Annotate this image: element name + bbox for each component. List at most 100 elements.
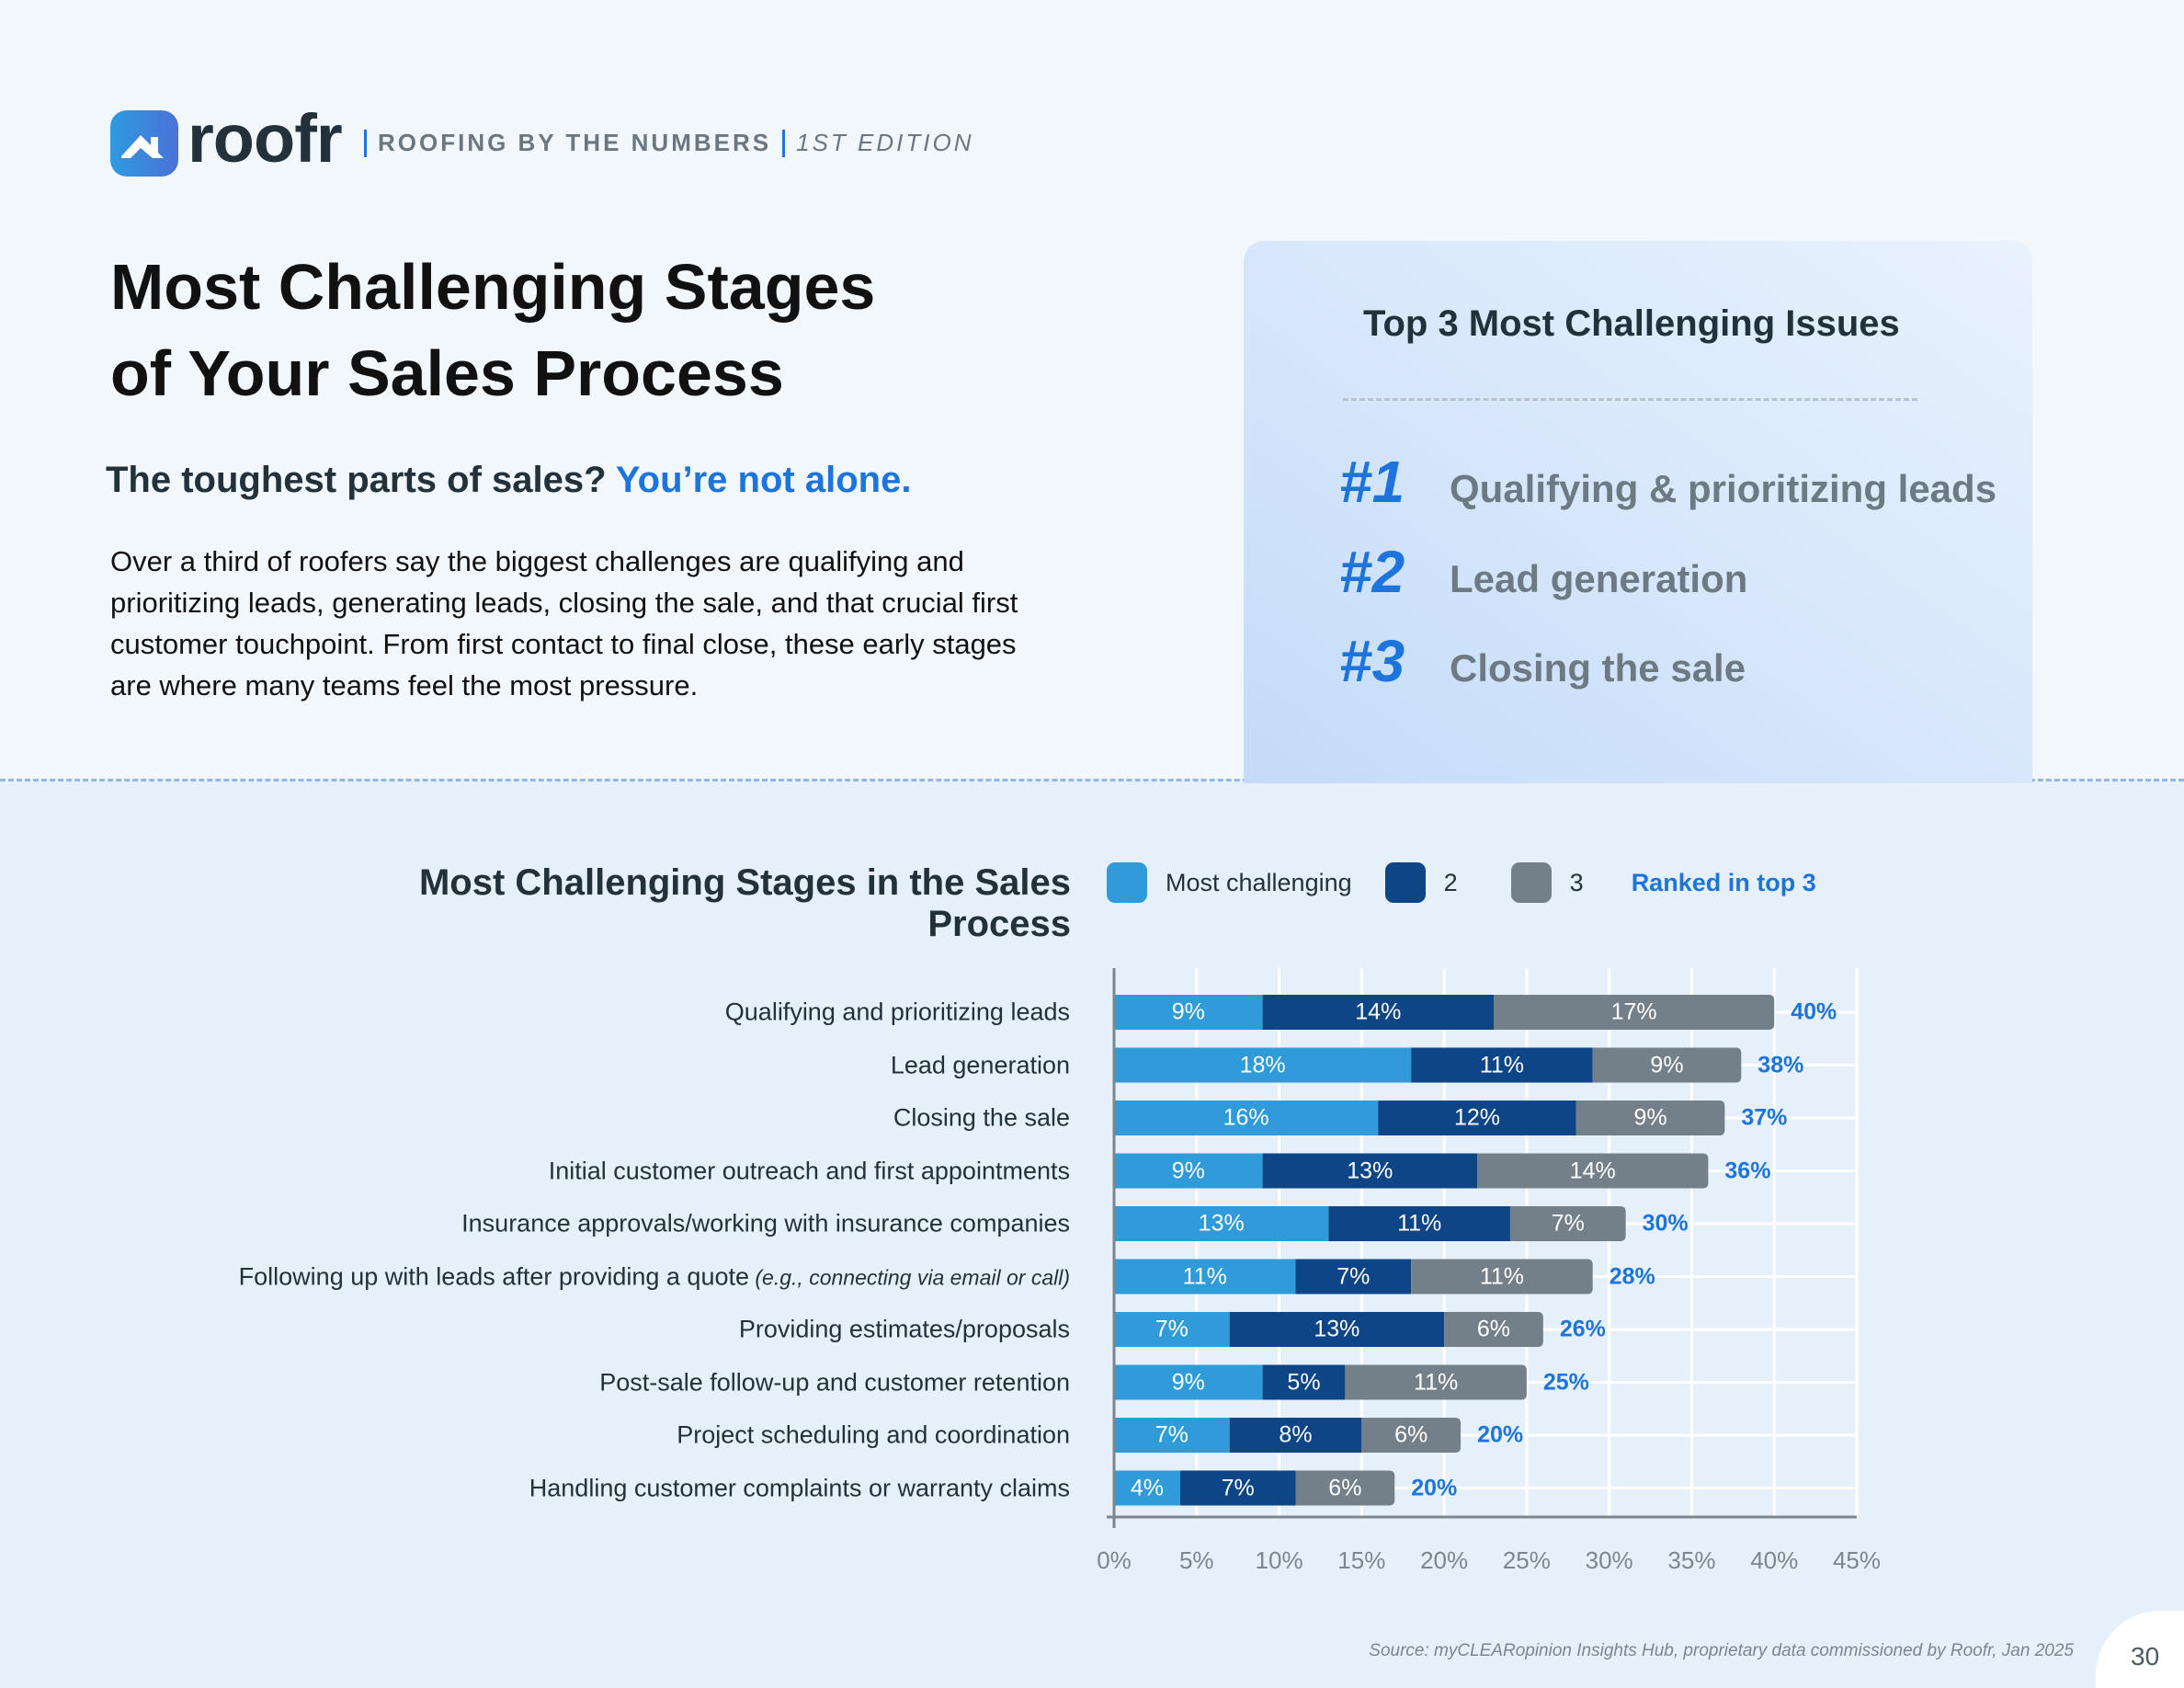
bar-total-label: 28% xyxy=(1609,1263,1655,1289)
bar-segment-3 xyxy=(1444,1312,1543,1347)
bar-segment-3 xyxy=(1361,1418,1462,1453)
category-label-text: Handling customer complaints or warranty… xyxy=(529,1474,1070,1501)
bar-segment-most-challenging xyxy=(1114,1470,1180,1506)
page-number: 30 xyxy=(2131,1642,2160,1671)
bar-segment-label: 9% xyxy=(1650,1052,1684,1078)
category-label-note: (e.g., connecting via email or call) xyxy=(749,1265,1070,1289)
page-title-line-2: of Your Sales Process xyxy=(110,337,784,409)
bar-segment-label: 13% xyxy=(1314,1316,1360,1342)
top3-label: Lead generation xyxy=(1450,557,1748,600)
bar-segment-3 xyxy=(1493,995,1775,1030)
subtitle-accent: You’re not alone. xyxy=(615,460,912,500)
category-label-text: Initial customer outreach and first appo… xyxy=(548,1157,1070,1184)
source-note: Source: myCLEARopinion Insights Hub, pro… xyxy=(1369,1641,2074,1660)
brand-logo-text: roofr xyxy=(188,100,343,177)
bar-segment-3 xyxy=(1411,1259,1593,1295)
bar-segment-label: 11% xyxy=(1479,1263,1525,1289)
bar-segment-label: 7% xyxy=(1551,1210,1585,1237)
bar-total-label: 40% xyxy=(1791,998,1837,1025)
bar-segment-most-challenging xyxy=(1114,1259,1296,1295)
bar-segment-2 xyxy=(1179,1470,1296,1506)
bar-segment-label: 9% xyxy=(1171,1158,1205,1183)
bar-segment-most-challenging xyxy=(1114,1312,1230,1347)
bar-segment-label: 8% xyxy=(1279,1421,1313,1448)
category-label: Initial customer outreach and first appo… xyxy=(549,1157,1070,1185)
category-label-text: Following up with leads after providing … xyxy=(238,1262,749,1290)
page-title: Most Challenging Stages of Your Sales Pr… xyxy=(110,244,938,416)
bar-segment-label: 5% xyxy=(1287,1369,1321,1395)
legend-item-most-challenging: Most challenging xyxy=(1107,862,1352,903)
chart-title: Most Challenging Stages in the Sales Pro… xyxy=(418,862,1071,944)
x-tick-label: 0% xyxy=(1097,1546,1132,1574)
category-label: Qualifying and prioritizing leads xyxy=(725,998,1070,1027)
bar-segment-most-challenging xyxy=(1114,995,1263,1030)
chart-section xyxy=(0,781,2184,1688)
page-title-line-1: Most Challenging Stages xyxy=(110,251,876,323)
bar-segment-3 xyxy=(1509,1206,1626,1241)
subtitle: The toughest parts of sales? You’re not … xyxy=(106,460,911,501)
bar-segment-label: 14% xyxy=(1355,998,1402,1025)
bar-segment-label: 9% xyxy=(1633,1104,1667,1131)
legend-swatch xyxy=(1384,862,1426,903)
category-label: Project scheduling and coordination xyxy=(677,1421,1070,1450)
edition-text: 1ST EDITION xyxy=(796,129,974,156)
section-divider xyxy=(0,779,2184,781)
bar-segment-3 xyxy=(1575,1101,1725,1135)
publication-tagline: ROOFING BY THE NUMBERS 1ST EDITION xyxy=(364,129,973,157)
bar-total-label: 20% xyxy=(1411,1475,1458,1500)
bar-segment-2 xyxy=(1295,1259,1412,1295)
category-label: Insurance approvals/working with insuran… xyxy=(461,1210,1070,1238)
bar-segment-most-challenging xyxy=(1114,1364,1263,1400)
tagline-divider xyxy=(782,129,786,157)
bar-segment-label: 9% xyxy=(1171,1369,1205,1395)
legend-label: 3 xyxy=(1569,868,1584,896)
category-label-text: Closing the sale xyxy=(893,1103,1070,1132)
x-tick-label: 5% xyxy=(1178,1546,1214,1574)
bar-total-label: 26% xyxy=(1559,1316,1606,1342)
tagline-text: ROOFING BY THE NUMBERS xyxy=(378,129,772,156)
bar-segment-label: 13% xyxy=(1347,1158,1393,1183)
category-label-text: Insurance approvals/working with insuran… xyxy=(461,1209,1070,1237)
bar-total-label: 38% xyxy=(1757,1052,1804,1078)
top3-rank: #2 xyxy=(1339,539,1405,605)
legend-total-label: Ranked in top 3 xyxy=(1631,868,1816,896)
bar-total-label: 25% xyxy=(1542,1369,1589,1395)
bar-segment-3 xyxy=(1295,1470,1395,1506)
category-label-text: Providing estimates/proposals xyxy=(738,1315,1070,1343)
bar-segment-2 xyxy=(1262,1153,1478,1189)
x-tick-label: 20% xyxy=(1420,1546,1469,1574)
intro-body: Over a third of roofers say the biggest … xyxy=(110,545,1018,701)
category-label-text: Qualifying and prioritizing leads xyxy=(724,998,1070,1026)
bar-segment-label: 9% xyxy=(1171,998,1205,1025)
tagline-divider xyxy=(364,129,367,157)
top3-title: Top 3 Most Challenging Issues xyxy=(1363,303,1900,344)
chart-legend: Most challenging 2 3 Ranked in top 3 xyxy=(1107,861,1816,905)
top3-item: #3 Closing the sale xyxy=(1339,627,1746,695)
bar-total-label: 36% xyxy=(1724,1158,1771,1183)
legend-swatch xyxy=(1107,862,1147,903)
x-tick-label: 25% xyxy=(1502,1546,1551,1574)
x-tick-label: 30% xyxy=(1585,1546,1633,1574)
bar-segment-label: 4% xyxy=(1130,1475,1164,1500)
bar-segment-label: 17% xyxy=(1610,998,1657,1025)
bar-segment-most-challenging xyxy=(1114,1418,1230,1453)
bar-segment-2 xyxy=(1229,1312,1445,1347)
bar-segment-most-challenging xyxy=(1114,1153,1263,1189)
bar-segment-2 xyxy=(1328,1206,1510,1241)
subtitle-lead: The toughest parts of sales? xyxy=(106,460,607,500)
bar-segment-3 xyxy=(1345,1364,1527,1400)
bar-segment-label: 13% xyxy=(1198,1210,1245,1237)
top3-item: #1 Qualifying & prioritizing leads xyxy=(1339,448,1996,516)
top3-rank: #1 xyxy=(1339,449,1405,515)
category-label: Lead generation xyxy=(891,1051,1070,1079)
x-tick-label: 10% xyxy=(1255,1546,1303,1574)
bar-segment-label: 11% xyxy=(1479,1052,1525,1078)
top3-rank: #3 xyxy=(1339,628,1405,694)
x-tick-label: 15% xyxy=(1337,1546,1386,1574)
top3-label: Closing the sale xyxy=(1450,646,1746,690)
bar-segment-3 xyxy=(1592,1047,1742,1083)
bar-segment-2 xyxy=(1378,1101,1576,1135)
bar-segment-2 xyxy=(1262,1364,1346,1400)
bar-segment-label: 11% xyxy=(1414,1369,1459,1395)
bar-segment-2 xyxy=(1262,995,1494,1030)
